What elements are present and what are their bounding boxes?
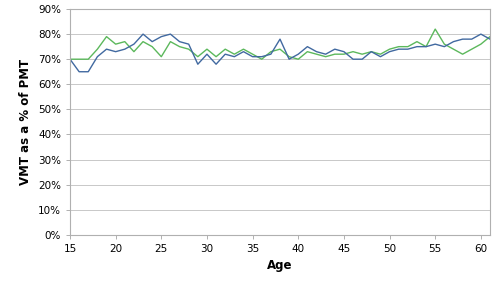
2001 — [442, 42, 448, 46]
2001 — [213, 55, 219, 58]
2001 — [314, 52, 320, 56]
2009 — [314, 50, 320, 54]
2009 — [112, 50, 118, 54]
2001 — [350, 50, 356, 54]
2009 — [268, 52, 274, 56]
2001 — [94, 47, 100, 51]
2009 — [460, 37, 466, 41]
2001 — [478, 42, 484, 46]
2001 — [112, 42, 118, 46]
2009 — [76, 70, 82, 73]
2009 — [186, 42, 192, 46]
2009 — [158, 35, 164, 39]
2009 — [405, 47, 411, 51]
2009 — [368, 50, 374, 54]
2001 — [396, 45, 402, 48]
2001 — [149, 45, 155, 48]
Line: 2009: 2009 — [70, 34, 490, 72]
2009 — [396, 47, 402, 51]
2001 — [423, 45, 429, 48]
2001 — [122, 40, 128, 43]
2001 — [232, 52, 237, 56]
2009 — [378, 55, 384, 58]
2001 — [405, 45, 411, 48]
2009 — [304, 45, 310, 48]
2001 — [67, 57, 73, 61]
2001 — [368, 50, 374, 54]
2009 — [487, 37, 493, 41]
2001 — [268, 50, 274, 54]
2001 — [186, 47, 192, 51]
2001 — [304, 50, 310, 54]
2001 — [332, 52, 338, 56]
2009 — [122, 47, 128, 51]
2009 — [149, 40, 155, 43]
2009 — [423, 45, 429, 48]
2009 — [213, 62, 219, 66]
2009 — [250, 55, 256, 58]
2009 — [94, 55, 100, 58]
2001 — [296, 57, 302, 61]
2001 — [414, 40, 420, 43]
2009 — [296, 52, 302, 56]
Line: 2001: 2001 — [70, 29, 490, 59]
2009 — [286, 57, 292, 61]
2009 — [195, 62, 201, 66]
2001 — [104, 35, 110, 39]
2001 — [359, 52, 365, 56]
2001 — [250, 52, 256, 56]
2001 — [487, 35, 493, 39]
2009 — [386, 50, 392, 54]
2009 — [67, 57, 73, 61]
2001 — [240, 47, 246, 51]
Y-axis label: VMT as a % of PMT: VMT as a % of PMT — [20, 59, 32, 185]
2009 — [478, 32, 484, 36]
2001 — [195, 55, 201, 58]
2001 — [176, 45, 182, 48]
X-axis label: Age: Age — [267, 259, 293, 272]
2009 — [350, 57, 356, 61]
2009 — [468, 37, 474, 41]
2009 — [450, 40, 456, 43]
2001 — [432, 27, 438, 31]
2001 — [86, 57, 91, 61]
2009 — [322, 52, 328, 56]
2001 — [450, 47, 456, 51]
2001 — [277, 47, 283, 51]
2009 — [258, 55, 264, 58]
2001 — [76, 57, 82, 61]
2001 — [286, 55, 292, 58]
2001 — [460, 52, 466, 56]
2009 — [277, 37, 283, 41]
2009 — [341, 50, 347, 54]
2001 — [222, 47, 228, 51]
2009 — [332, 47, 338, 51]
2001 — [378, 52, 384, 56]
2009 — [168, 32, 173, 36]
2001 — [322, 55, 328, 58]
2009 — [414, 45, 420, 48]
2009 — [176, 40, 182, 43]
2009 — [131, 42, 137, 46]
2001 — [131, 50, 137, 54]
2009 — [204, 52, 210, 56]
2009 — [140, 32, 146, 36]
2001 — [468, 47, 474, 51]
2009 — [86, 70, 91, 73]
2009 — [240, 50, 246, 54]
2001 — [258, 57, 264, 61]
2001 — [140, 40, 146, 43]
2001 — [341, 52, 347, 56]
2001 — [386, 47, 392, 51]
2009 — [359, 57, 365, 61]
2009 — [442, 45, 448, 48]
2009 — [432, 42, 438, 46]
2009 — [232, 55, 237, 58]
2009 — [222, 52, 228, 56]
2009 — [104, 47, 110, 51]
2001 — [204, 47, 210, 51]
2001 — [158, 55, 164, 58]
2001 — [168, 40, 173, 43]
